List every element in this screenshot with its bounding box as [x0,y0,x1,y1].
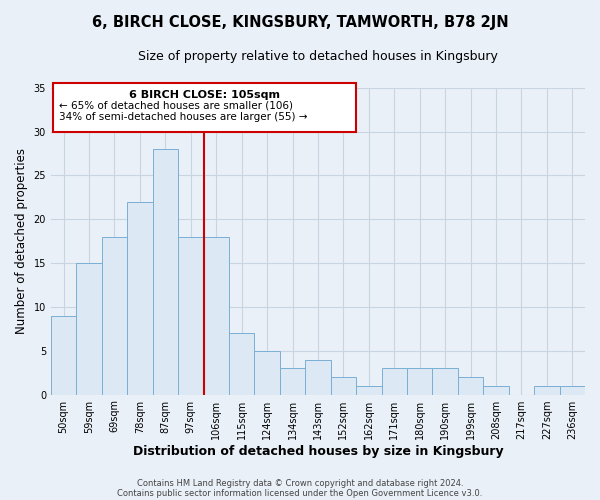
Y-axis label: Number of detached properties: Number of detached properties [15,148,28,334]
Bar [305,360,331,394]
Bar [458,377,483,394]
Bar [433,368,458,394]
Text: ← 65% of detached houses are smaller (106): ← 65% of detached houses are smaller (10… [59,101,293,111]
Bar [356,386,382,394]
Text: Contains public sector information licensed under the Open Government Licence v3: Contains public sector information licen… [118,488,482,498]
Text: 34% of semi-detached houses are larger (55) →: 34% of semi-detached houses are larger (… [59,112,307,122]
Bar [534,386,560,394]
Bar [127,202,152,394]
Bar [382,368,407,394]
Bar [102,237,127,394]
Bar [229,333,254,394]
Bar [76,263,102,394]
Bar [280,368,305,394]
Bar [178,237,203,394]
Text: 6 BIRCH CLOSE: 105sqm: 6 BIRCH CLOSE: 105sqm [129,90,280,100]
Bar [331,377,356,394]
Text: 6, BIRCH CLOSE, KINGSBURY, TAMWORTH, B78 2JN: 6, BIRCH CLOSE, KINGSBURY, TAMWORTH, B78… [92,15,508,30]
Bar [483,386,509,394]
Bar [53,84,356,132]
Bar [560,386,585,394]
Text: Contains HM Land Registry data © Crown copyright and database right 2024.: Contains HM Land Registry data © Crown c… [137,478,463,488]
Bar [152,149,178,394]
Bar [254,351,280,395]
Bar [203,237,229,394]
Bar [407,368,433,394]
Bar [51,316,76,394]
X-axis label: Distribution of detached houses by size in Kingsbury: Distribution of detached houses by size … [133,444,503,458]
Title: Size of property relative to detached houses in Kingsbury: Size of property relative to detached ho… [138,50,498,63]
